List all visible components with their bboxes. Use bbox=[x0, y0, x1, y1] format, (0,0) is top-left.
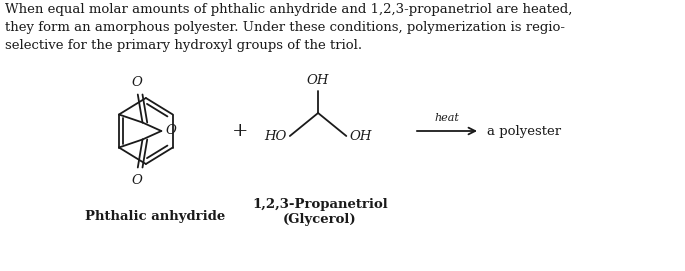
Text: When equal molar amounts of phthalic anhydride and 1,2,3-propanetriol are heated: When equal molar amounts of phthalic anh… bbox=[5, 3, 572, 52]
Text: a polyester: a polyester bbox=[488, 124, 562, 137]
Text: 1,2,3-Propanetriol: 1,2,3-Propanetriol bbox=[252, 198, 388, 211]
Text: O: O bbox=[132, 76, 142, 89]
Text: OH: OH bbox=[349, 130, 371, 143]
Text: (Glycerol): (Glycerol) bbox=[283, 213, 357, 226]
Text: heat: heat bbox=[434, 113, 460, 123]
Text: HO: HO bbox=[264, 130, 287, 143]
Text: O: O bbox=[132, 173, 142, 186]
Text: OH: OH bbox=[307, 74, 329, 87]
Text: O: O bbox=[165, 124, 176, 137]
Text: +: + bbox=[232, 122, 248, 140]
Text: Phthalic anhydride: Phthalic anhydride bbox=[85, 210, 225, 223]
